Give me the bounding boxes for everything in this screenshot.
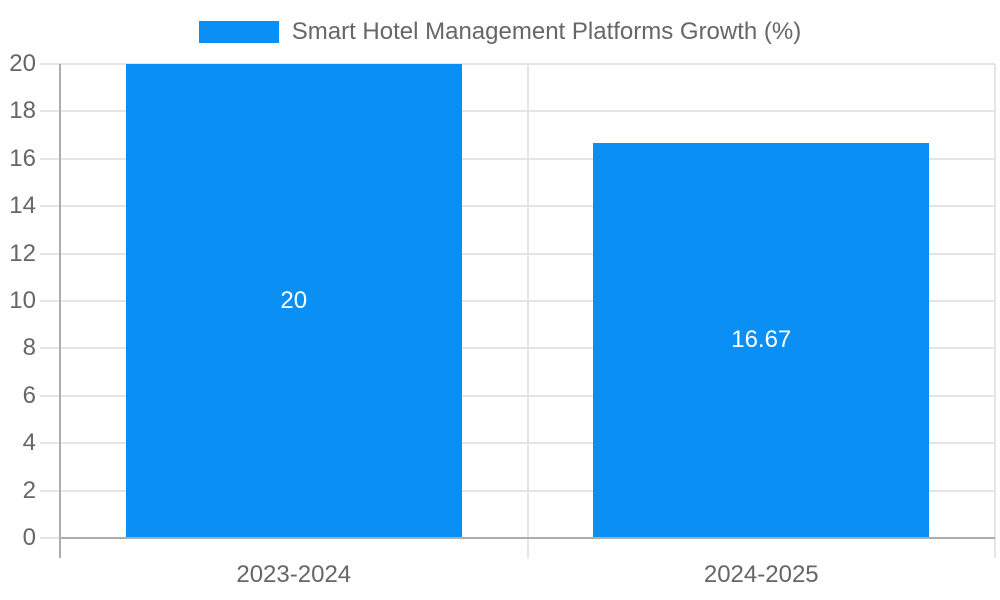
y-axis-tick: [40, 489, 60, 492]
bar-value-label: 20: [280, 287, 308, 314]
y-tick-label: 12: [9, 239, 36, 267]
y-tick-label: 6: [22, 381, 36, 409]
y-axis-tick: [40, 252, 60, 255]
bar[interactable]: [593, 142, 930, 538]
y-axis-tick: [40, 110, 60, 113]
x-axis-line: [60, 537, 995, 539]
y-tick-label: 10: [9, 287, 36, 314]
y-axis-tick: [40, 300, 60, 302]
y-axis-tick: [40, 537, 60, 539]
y-axis-tick: [40, 157, 60, 160]
y-axis-tick: [40, 347, 60, 350]
x-tick-label: 2023-2024: [236, 561, 352, 588]
x-gridline: [994, 64, 996, 558]
x-gridline: [526, 64, 529, 558]
y-tick-label: 2: [22, 476, 36, 504]
y-tick-label: 20: [9, 50, 36, 77]
y-axis-tick: [40, 442, 60, 445]
legend-swatch: [198, 21, 279, 43]
bar-value-label: 16.67: [731, 326, 792, 354]
y-axis-tick: [40, 394, 60, 397]
plot-area: 0 2 4 6 8 10 12 14 16 18 20 20 2023-2024 16.67 2024-20…: [9, 50, 996, 588]
y-tick-label: 0: [22, 524, 36, 551]
y-axis-tick: [40, 63, 60, 65]
bar[interactable]: [125, 64, 462, 538]
legend[interactable]: Smart Hotel Management Platforms Growth …: [0, 18, 1000, 45]
y-tick-label: 4: [22, 429, 36, 457]
y-tick-label: 16: [9, 144, 36, 172]
y-tick-label: 8: [22, 334, 36, 362]
y-axis-tick: [40, 205, 60, 208]
y-tick-label: 18: [9, 97, 36, 125]
y-axis-line: [59, 64, 61, 558]
legend-label: Smart Hotel Management Platforms Growth …: [291, 18, 802, 45]
x-tick-label: 2024-2025: [703, 561, 819, 588]
y-tick-label: 14: [9, 192, 36, 220]
